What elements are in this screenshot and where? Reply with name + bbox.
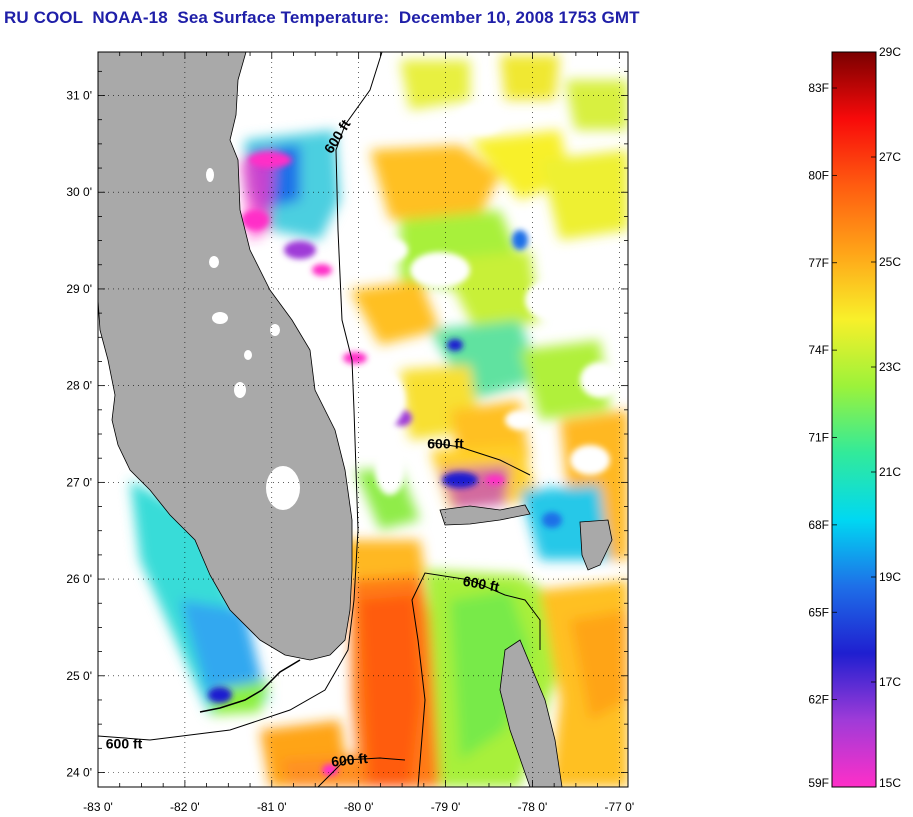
map-title: RU COOL NOAA-18 Sea Surface Temperature:… — [4, 8, 640, 27]
colorbar-fahrenheit-label: 83F — [808, 81, 829, 95]
colorbar-celsius-label: 19C — [879, 570, 901, 584]
colorbar-celsius-label: 27C — [879, 150, 901, 164]
colorbar-fahrenheit-label: 62F — [808, 693, 829, 707]
colorbar-labels: 29C 27C 25C 23C 21C 19C 17C 15C 83F 80F 77F 74F 71F 6… — [808, 45, 901, 790]
lon-tick-label: -79 0' — [431, 800, 461, 814]
colorbar-celsius-label: 23C — [879, 360, 901, 374]
lon-tick-label: -82 0' — [170, 800, 200, 814]
lake-okeechobee — [266, 466, 300, 510]
abaco — [579, 519, 613, 571]
map-frame — [97, 51, 629, 788]
colorbar-fahrenheit-label: 74F — [808, 343, 829, 357]
colorbar-fahrenheit-label: 77F — [808, 256, 829, 270]
lat-tick-label: 28 0' — [66, 379, 92, 393]
lon-tick-label: -80 0' — [344, 800, 374, 814]
inland-lakes — [206, 168, 280, 398]
lat-tick-label: 26 0' — [66, 572, 92, 586]
colorbar-celsius-label: 29C — [879, 45, 901, 59]
isobath-label: 600 ft — [462, 573, 501, 595]
lat-tick-label: 31 0' — [66, 89, 92, 103]
florida-keys — [199, 659, 301, 713]
colorbar: 29C 27C 25C 23C 21C 19C 17C 15C 83F 80F 77F 74F 71F 6… — [808, 45, 901, 790]
lon-tick-label: -77 0' — [604, 800, 634, 814]
cloud-mask — [355, 105, 620, 495]
colorbar-celsius-label: 17C — [879, 675, 901, 689]
isobath-label: 600 ft — [330, 750, 368, 770]
colorbar-fahrenheit-label: 59F — [808, 776, 829, 790]
lon-tick-label: -78 0' — [518, 800, 548, 814]
colorbar-celsius-label: 25C — [879, 255, 901, 269]
colorbar-scale — [831, 51, 877, 788]
lon-tick-label: -81 0' — [257, 800, 287, 814]
isobath-label: 600 ft — [427, 436, 464, 452]
andros — [499, 639, 563, 787]
colorbar-fahrenheit-label: 68F — [808, 518, 829, 532]
colorbar-celsius-label: 21C — [879, 465, 901, 479]
lat-tick-label: 27 0' — [66, 475, 92, 489]
lat-tick-label: 25 0' — [66, 669, 92, 683]
grand-bahama — [439, 504, 531, 526]
cold-spots — [208, 152, 562, 776]
lat-tick-label: 30 0' — [66, 185, 92, 199]
lat-tick-label: 24 0' — [66, 765, 92, 779]
map-axes: 31 0' 30 0' 29 0' 28 0' 27 0' 26 0' 25 0' 24 0'… — [66, 52, 634, 814]
isobath-label: 600 ft — [106, 735, 143, 751]
map-grid — [98, 52, 628, 787]
lon-tick-label: -83 0' — [83, 800, 113, 814]
isobath-600ft — [98, 52, 541, 787]
lat-tick-label: 29 0' — [66, 282, 92, 296]
colorbar-fahrenheit-label: 65F — [808, 605, 829, 619]
colorbar-fahrenheit-label: 71F — [808, 431, 829, 445]
colorbar-fahrenheit-label: 80F — [808, 168, 829, 182]
colorbar-celsius-label: 15C — [879, 776, 901, 790]
